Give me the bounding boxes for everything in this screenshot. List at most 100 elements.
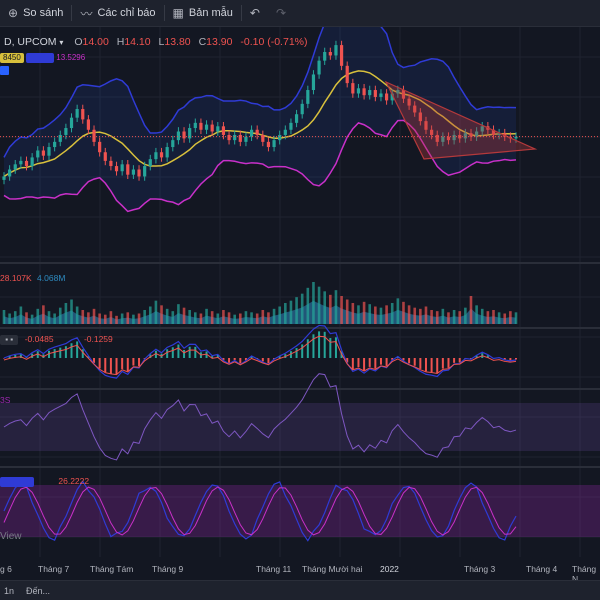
candle-body (356, 88, 361, 94)
watermark: View (0, 531, 22, 542)
volume-bar (407, 305, 411, 324)
symbol-dropdown-icon[interactable]: ▾ (59, 38, 64, 47)
x-tick-label: Tháng 9 (152, 564, 184, 574)
candle-body (244, 136, 248, 142)
x-tick-label: 2022 (380, 564, 399, 574)
undo-button[interactable]: ↶ (242, 0, 268, 26)
macd-histogram-bar (318, 331, 321, 358)
macd-histogram-bar (430, 358, 433, 373)
macd-histogram-bar (166, 349, 169, 358)
candle-body (424, 121, 428, 130)
volume-bar (233, 314, 236, 324)
macd-histogram-bar (295, 348, 298, 358)
settings-icon[interactable] (0, 66, 9, 75)
candle-body (199, 122, 203, 130)
symbol-name[interactable]: D, UPCOM (4, 36, 57, 48)
volume-bar (267, 312, 270, 324)
candle-body (193, 122, 197, 129)
templates-icon: ▦ (172, 6, 184, 20)
candle-body (36, 150, 40, 158)
macd-histogram-bar (267, 358, 270, 364)
candle-body (514, 136, 518, 139)
volume-bar (351, 303, 355, 324)
candle-body (53, 141, 57, 148)
volume-bar (480, 308, 484, 324)
symbol-legend: D, UPCOM ▾ O14.00 H14.10 L13.80 C13.90 -… (4, 36, 308, 48)
volume-bar (272, 308, 276, 324)
templates-button[interactable]: ▦ Bản mẫu (165, 0, 241, 26)
interval-button[interactable]: 1n (4, 585, 15, 596)
volume-bar (345, 299, 349, 324)
macd-histogram-bar (211, 356, 214, 358)
volume-bar (419, 308, 422, 324)
x-tick-label: Tháng N (572, 564, 597, 584)
x-tick-label: Tháng Tám (90, 564, 134, 574)
candle-body (384, 93, 389, 101)
candle-body (109, 160, 113, 167)
volume-bar (148, 306, 152, 324)
candle-body (463, 133, 467, 139)
macd-histogram-bar (323, 331, 326, 358)
volume-bar (250, 312, 253, 324)
volume-bar (390, 303, 394, 324)
macd-histogram-bar (278, 356, 281, 358)
macd-histogram-bar (188, 346, 191, 358)
candle-body (47, 147, 51, 156)
redo-button[interactable]: ↷ (268, 0, 294, 26)
rsi-line (3, 373, 517, 461)
macd-histogram-bar (222, 358, 225, 361)
volume-bar (30, 314, 34, 324)
volume-bar (177, 304, 180, 324)
indicator-legend-1: 8450 13.5296 (0, 53, 85, 63)
indicators-button[interactable]: 〰 Các chỉ báo (72, 0, 163, 26)
macd-histogram-bar (244, 358, 247, 361)
volume-bar (312, 282, 315, 324)
macd-histogram-bar (363, 358, 366, 371)
triangle-pattern (384, 80, 538, 160)
macd-histogram-bar (441, 358, 444, 369)
candle-body (154, 152, 158, 160)
macd-histogram-bar (216, 355, 219, 358)
volume-bar (205, 308, 208, 324)
macd-histogram-bar (194, 346, 197, 358)
stoch-k-line (3, 480, 517, 542)
macd-histogram-bar (233, 358, 236, 360)
candle-body (165, 147, 169, 158)
macd-histogram-bar (453, 358, 456, 363)
chart-area[interactable]: D, UPCOM ▾ O14.00 H14.10 L13.80 C13.90 -… (0, 27, 600, 584)
volume-bar (362, 301, 366, 324)
open-value: 14.00 (82, 36, 109, 48)
candle-body (98, 141, 102, 153)
bollinger-upper-line (3, 27, 517, 158)
volume-bar (165, 308, 169, 324)
candle-body (41, 150, 45, 156)
macd-histogram-bar (351, 358, 354, 369)
candle-body (317, 60, 321, 75)
macd-histogram-bar (368, 358, 371, 367)
macd-badge: ▪ ▪ (0, 335, 19, 345)
macd-histogram-bar (177, 344, 180, 358)
volume-ma-area (4, 300, 516, 324)
volume-bar (92, 308, 96, 324)
candle-body (401, 90, 406, 99)
candle-body (221, 126, 226, 135)
macd-histogram-bar (228, 358, 231, 363)
macd-histogram-bar (64, 346, 67, 358)
stoch-badge (0, 477, 34, 487)
compare-button[interactable]: ⊕ So sánh (0, 0, 71, 26)
candle-body (300, 103, 304, 115)
candle-body (182, 131, 186, 139)
macd-histogram-bar (98, 358, 101, 369)
volume-bar (368, 304, 372, 324)
chart-svg[interactable] (0, 27, 600, 580)
candle-body (148, 159, 152, 167)
volume-bar (126, 312, 130, 324)
goto-button[interactable]: Đến... (26, 585, 51, 596)
candle-body (69, 117, 74, 129)
volume-bar (289, 300, 293, 324)
close-value: 13.90 (206, 36, 233, 48)
volume-bar (199, 313, 203, 324)
candle-body (2, 176, 6, 180)
candle-body (249, 129, 254, 137)
candle-body (126, 164, 130, 175)
